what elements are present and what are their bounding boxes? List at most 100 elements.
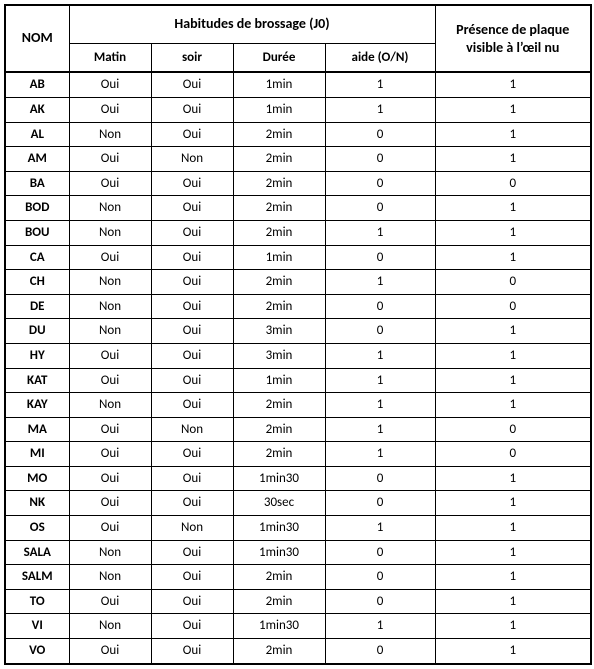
cell-plaque: 1 xyxy=(435,196,591,221)
cell-aide: 0 xyxy=(325,589,435,614)
cell-nom: BOD xyxy=(5,196,69,221)
cell-soir: Oui xyxy=(151,245,233,270)
cell-soir: Oui xyxy=(151,270,233,295)
col-header-plaque-line1: Présence de plaque xyxy=(456,21,569,38)
table-row: MIOuiOui2min10 xyxy=(5,442,591,467)
cell-aide: 1 xyxy=(325,516,435,541)
cell-nom: CH xyxy=(5,270,69,295)
cell-plaque: 1 xyxy=(435,122,591,147)
cell-matin: Non xyxy=(69,196,151,221)
cell-nom: CA xyxy=(5,245,69,270)
cell-nom: KAT xyxy=(5,368,69,393)
table-row: KAYNonOui2min11 xyxy=(5,393,591,418)
cell-aide: 1 xyxy=(325,614,435,639)
cell-soir: Oui xyxy=(151,220,233,245)
cell-matin: Oui xyxy=(69,245,151,270)
cell-matin: Oui xyxy=(69,589,151,614)
cell-matin: Oui xyxy=(69,516,151,541)
cell-plaque: 0 xyxy=(435,417,591,442)
cell-matin: Oui xyxy=(69,466,151,491)
table-row: OSOuiNon1min3011 xyxy=(5,516,591,541)
col-header-duree: Durée xyxy=(233,43,325,72)
cell-nom: NK xyxy=(5,491,69,516)
cell-soir: Oui xyxy=(151,122,233,147)
cell-duree: 1min xyxy=(233,245,325,270)
table-row: MAOuiNon2min10 xyxy=(5,417,591,442)
cell-duree: 1min xyxy=(233,368,325,393)
col-header-plaque-line2: visible à l’œil nu xyxy=(466,39,559,56)
cell-duree: 1min xyxy=(233,97,325,122)
cell-soir: Oui xyxy=(151,589,233,614)
cell-matin: Oui xyxy=(69,368,151,393)
brushing-habits-table: NOM Habitudes de brossage (J0) Présence … xyxy=(4,4,592,665)
cell-nom: KAY xyxy=(5,393,69,418)
col-header-matin: Matin xyxy=(69,43,151,72)
cell-duree: 2min xyxy=(233,171,325,196)
table-row: SALANonOui1min3001 xyxy=(5,540,591,565)
cell-aide: 1 xyxy=(325,220,435,245)
table-row: BAOuiOui2min00 xyxy=(5,171,591,196)
table-row: CAOuiOui1min01 xyxy=(5,245,591,270)
cell-matin: Oui xyxy=(69,97,151,122)
cell-duree: 1min30 xyxy=(233,540,325,565)
cell-aide: 0 xyxy=(325,171,435,196)
cell-nom: MA xyxy=(5,417,69,442)
cell-plaque: 0 xyxy=(435,171,591,196)
cell-aide: 0 xyxy=(325,294,435,319)
cell-soir: Oui xyxy=(151,319,233,344)
cell-duree: 2min xyxy=(233,393,325,418)
cell-plaque: 1 xyxy=(435,639,591,664)
cell-soir: Oui xyxy=(151,442,233,467)
table-row: MOOuiOui1min3001 xyxy=(5,466,591,491)
cell-nom: DU xyxy=(5,319,69,344)
col-header-plaque: Présence de plaque visible à l’œil nu xyxy=(435,5,591,72)
cell-soir: Oui xyxy=(151,565,233,590)
table-row: KATOuiOui1min11 xyxy=(5,368,591,393)
cell-duree: 2min xyxy=(233,196,325,221)
cell-matin: Non xyxy=(69,294,151,319)
table-row: ALNonOui2min01 xyxy=(5,122,591,147)
table-row: SALMNonOui2min01 xyxy=(5,565,591,590)
cell-duree: 1min30 xyxy=(233,516,325,541)
cell-duree: 30sec xyxy=(233,491,325,516)
cell-soir: Oui xyxy=(151,171,233,196)
table-row: NKOuiOui30sec01 xyxy=(5,491,591,516)
col-header-soir: soir xyxy=(151,43,233,72)
cell-plaque: 1 xyxy=(435,466,591,491)
cell-duree: 1min30 xyxy=(233,614,325,639)
table-row: VINonOui1min3011 xyxy=(5,614,591,639)
cell-nom: VO xyxy=(5,639,69,664)
cell-matin: Non xyxy=(69,220,151,245)
table-body: ABOuiOui1min11AKOuiOui1min11ALNonOui2min… xyxy=(5,72,591,663)
table-row: BOUNonOui2min11 xyxy=(5,220,591,245)
cell-plaque: 1 xyxy=(435,565,591,590)
cell-nom: BOU xyxy=(5,220,69,245)
cell-matin: Oui xyxy=(69,171,151,196)
cell-aide: 1 xyxy=(325,72,435,97)
cell-duree: 1min30 xyxy=(233,466,325,491)
cell-aide: 0 xyxy=(325,196,435,221)
cell-nom: AM xyxy=(5,147,69,172)
cell-soir: Oui xyxy=(151,196,233,221)
cell-plaque: 1 xyxy=(435,393,591,418)
cell-aide: 1 xyxy=(325,343,435,368)
cell-matin: Non xyxy=(69,319,151,344)
cell-duree: 2min xyxy=(233,147,325,172)
cell-plaque: 1 xyxy=(435,540,591,565)
cell-soir: Oui xyxy=(151,466,233,491)
cell-aide: 0 xyxy=(325,122,435,147)
cell-matin: Oui xyxy=(69,72,151,97)
table-row: AKOuiOui1min11 xyxy=(5,97,591,122)
cell-plaque: 1 xyxy=(435,245,591,270)
cell-plaque: 1 xyxy=(435,491,591,516)
cell-matin: Non xyxy=(69,614,151,639)
cell-matin: Oui xyxy=(69,491,151,516)
cell-aide: 1 xyxy=(325,270,435,295)
cell-soir: Oui xyxy=(151,614,233,639)
cell-duree: 1min xyxy=(233,72,325,97)
cell-duree: 2min xyxy=(233,565,325,590)
cell-matin: Non xyxy=(69,540,151,565)
cell-aide: 1 xyxy=(325,417,435,442)
cell-plaque: 0 xyxy=(435,294,591,319)
cell-aide: 0 xyxy=(325,319,435,344)
